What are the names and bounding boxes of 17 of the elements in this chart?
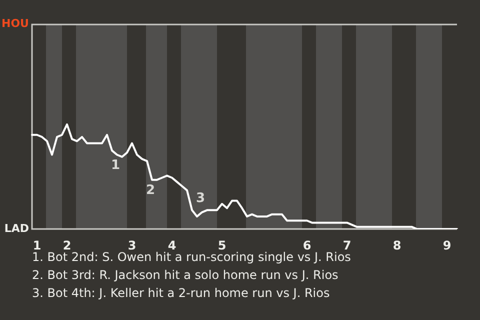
x-tick-label: 7 bbox=[342, 238, 352, 252]
text: HOU bbox=[0, 16, 29, 32]
x-tick-label: 3 bbox=[128, 238, 136, 252]
x-tick-label: 9 bbox=[442, 238, 452, 252]
annotation: 3 bbox=[196, 191, 206, 207]
x-tick-label: 4 bbox=[168, 238, 176, 252]
x-tick-label: 6 bbox=[302, 238, 312, 252]
x-tick-label: 5 bbox=[218, 238, 226, 252]
annotation: 2 bbox=[146, 183, 156, 199]
x-tick-label: 2 bbox=[62, 238, 72, 252]
text: 3. Bot 4th: J. Keller hit a 2-run home run vs J. Rios bbox=[32, 285, 331, 302]
x-tick-label: 8 bbox=[392, 238, 402, 252]
annotation: 1 bbox=[111, 158, 120, 174]
text: 1. Bot 2nd: S. Owen hit a run-scoring single vs J. Rios bbox=[32, 250, 351, 266]
x-tick-label: 1 bbox=[32, 238, 42, 252]
text: 2. Bot 3rd: R. Jackson hit a solo home run vs J. Rios bbox=[32, 267, 340, 284]
text: LAD bbox=[3, 221, 29, 237]
